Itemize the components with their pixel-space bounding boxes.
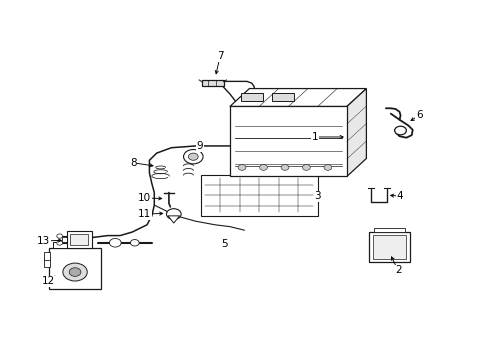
Circle shape (130, 239, 139, 246)
Text: 12: 12 (42, 276, 55, 286)
Bar (43, 257, 50, 267)
Bar (61, 237, 72, 242)
Text: 9: 9 (196, 141, 203, 151)
Circle shape (188, 153, 198, 160)
Bar (200, 175, 317, 216)
Circle shape (69, 268, 81, 276)
Text: 5: 5 (220, 239, 227, 249)
Bar (368, 232, 409, 262)
Text: 13: 13 (37, 236, 50, 246)
Circle shape (63, 263, 87, 281)
Bar (49, 248, 101, 289)
Circle shape (302, 165, 310, 170)
Text: 7: 7 (216, 51, 223, 61)
Circle shape (394, 126, 406, 135)
Circle shape (166, 209, 181, 220)
Polygon shape (167, 216, 179, 223)
Text: 4: 4 (395, 191, 402, 201)
Circle shape (259, 165, 267, 170)
Circle shape (238, 165, 245, 170)
Polygon shape (229, 89, 366, 107)
Text: 11: 11 (138, 209, 151, 219)
Bar (66, 231, 92, 248)
Text: 6: 6 (415, 111, 422, 121)
Bar (70, 234, 88, 245)
Text: 3: 3 (314, 191, 320, 201)
Circle shape (109, 238, 121, 247)
Bar (202, 80, 223, 86)
Bar (240, 93, 262, 101)
Circle shape (57, 241, 62, 245)
Bar (229, 107, 346, 176)
Bar (272, 93, 294, 101)
Polygon shape (346, 89, 366, 176)
Circle shape (324, 165, 331, 170)
Bar (372, 235, 406, 259)
Bar (43, 252, 50, 260)
Text: 10: 10 (138, 193, 151, 203)
Bar (53, 242, 92, 248)
Circle shape (281, 165, 288, 170)
Text: 2: 2 (394, 265, 401, 275)
Text: 1: 1 (311, 132, 318, 142)
Text: 8: 8 (130, 158, 136, 168)
Circle shape (57, 234, 62, 238)
Circle shape (183, 149, 203, 164)
Bar (373, 228, 405, 232)
